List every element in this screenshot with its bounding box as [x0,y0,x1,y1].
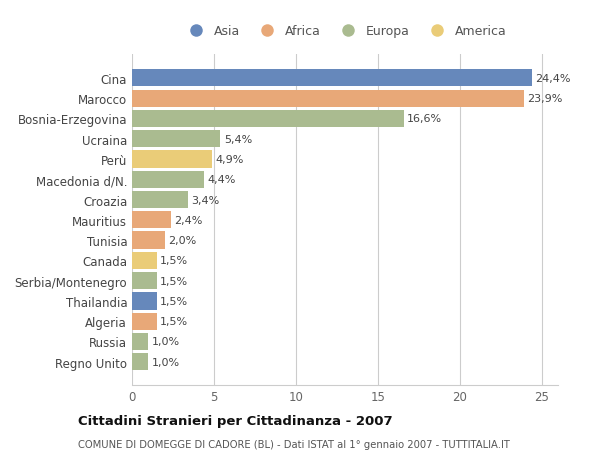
Bar [132,272,157,290]
Text: 1,5%: 1,5% [160,256,188,266]
Bar [132,191,188,209]
Legend: Asia, Africa, Europa, America: Asia, Africa, Europa, America [180,22,510,42]
Text: 1,5%: 1,5% [160,317,188,326]
Text: Cittadini Stranieri per Cittadinanza - 2007: Cittadini Stranieri per Cittadinanza - 2… [78,414,392,428]
Bar [132,333,148,350]
Text: 2,4%: 2,4% [175,215,203,225]
Bar [132,232,165,249]
Text: COMUNE DI DOMEGGE DI CADORE (BL) - Dati ISTAT al 1° gennaio 2007 - TUTTITALIA.IT: COMUNE DI DOMEGGE DI CADORE (BL) - Dati … [78,440,510,449]
Text: 5,4%: 5,4% [224,134,252,145]
Text: 4,9%: 4,9% [215,155,244,165]
Bar [132,111,404,128]
Text: 1,0%: 1,0% [152,337,180,347]
Bar [132,252,157,269]
Text: 3,4%: 3,4% [191,195,219,205]
Bar [132,171,204,189]
Text: 2,0%: 2,0% [168,235,196,246]
Text: 4,4%: 4,4% [208,175,236,185]
Bar [132,70,532,87]
Bar [132,131,220,148]
Text: 1,0%: 1,0% [152,357,180,367]
Bar [132,151,212,168]
Text: 23,9%: 23,9% [527,94,562,104]
Bar [132,313,157,330]
Bar [132,353,148,370]
Bar [132,293,157,310]
Text: 16,6%: 16,6% [407,114,442,124]
Text: 24,4%: 24,4% [535,74,571,84]
Text: 1,5%: 1,5% [160,296,188,306]
Bar [132,90,524,107]
Text: 1,5%: 1,5% [160,276,188,286]
Bar [132,212,172,229]
